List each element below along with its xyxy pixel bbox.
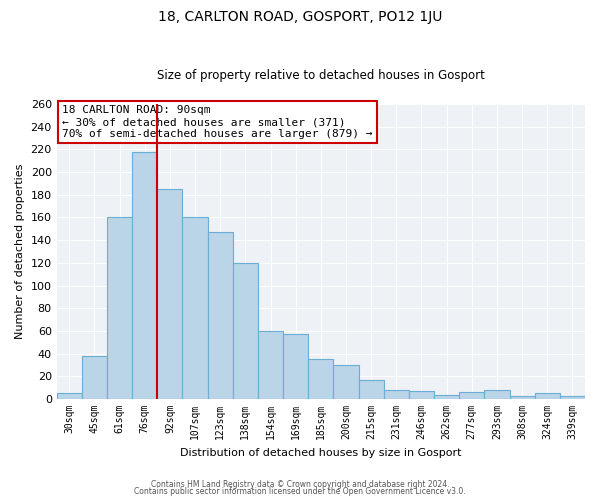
Text: 18, CARLTON ROAD, GOSPORT, PO12 1JU: 18, CARLTON ROAD, GOSPORT, PO12 1JU <box>158 10 442 24</box>
Text: 18 CARLTON ROAD: 90sqm
← 30% of detached houses are smaller (371)
70% of semi-de: 18 CARLTON ROAD: 90sqm ← 30% of detached… <box>62 106 373 138</box>
Bar <box>384 390 409 399</box>
Bar <box>283 334 308 399</box>
Text: Contains HM Land Registry data © Crown copyright and database right 2024.: Contains HM Land Registry data © Crown c… <box>151 480 449 489</box>
Bar <box>434 394 459 399</box>
Bar <box>56 394 82 399</box>
Bar <box>334 365 359 399</box>
Bar <box>535 394 560 399</box>
Bar <box>258 331 283 399</box>
Bar <box>459 392 484 399</box>
Bar <box>509 396 535 399</box>
Bar <box>308 360 334 399</box>
Bar <box>359 380 384 399</box>
Bar <box>82 356 107 399</box>
Bar <box>182 218 208 399</box>
Bar <box>484 390 509 399</box>
Bar <box>157 189 182 399</box>
Bar <box>132 152 157 399</box>
Y-axis label: Number of detached properties: Number of detached properties <box>15 164 25 339</box>
Title: Size of property relative to detached houses in Gosport: Size of property relative to detached ho… <box>157 69 485 82</box>
Bar <box>233 263 258 399</box>
Bar <box>560 396 585 399</box>
Bar <box>409 391 434 399</box>
Bar <box>107 218 132 399</box>
X-axis label: Distribution of detached houses by size in Gosport: Distribution of detached houses by size … <box>180 448 461 458</box>
Text: Contains public sector information licensed under the Open Government Licence v3: Contains public sector information licen… <box>134 487 466 496</box>
Bar <box>208 232 233 399</box>
